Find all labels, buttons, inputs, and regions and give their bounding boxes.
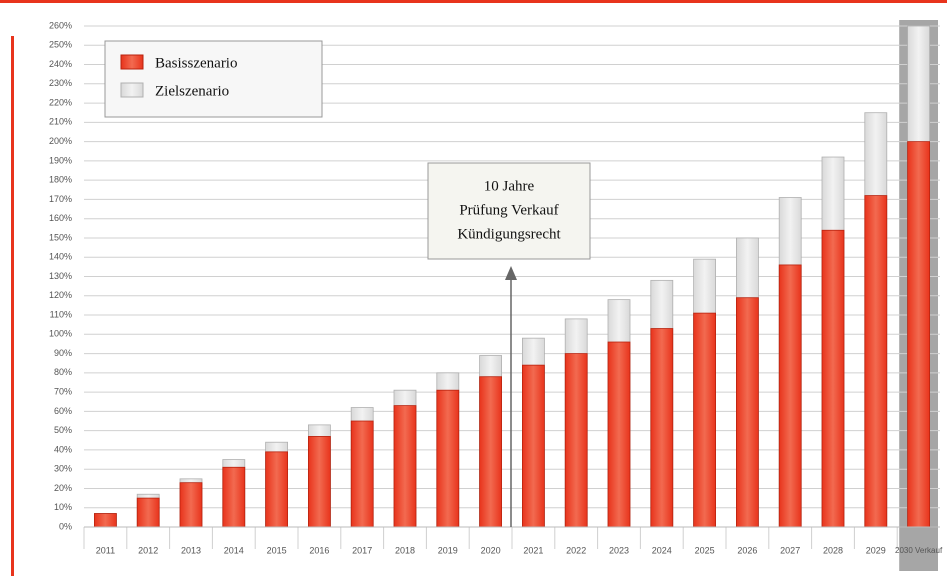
y-tick-label: 200% bbox=[49, 136, 72, 146]
bar bbox=[307, 436, 331, 528]
x-tick-label: 2011 bbox=[96, 545, 115, 555]
bar bbox=[94, 513, 117, 528]
x-tick-label: 2018 bbox=[395, 545, 415, 555]
x-tick-label: 2030 Verkauf bbox=[895, 546, 943, 555]
y-tick-label: 90% bbox=[54, 348, 72, 358]
x-tick-label: 2021 bbox=[523, 545, 543, 555]
annotation-box bbox=[427, 162, 591, 260]
legend-swatch bbox=[120, 54, 144, 70]
x-tick-label: 2013 bbox=[181, 545, 201, 555]
bar bbox=[864, 195, 888, 528]
y-tick-label: 140% bbox=[49, 252, 72, 262]
y-tick-label: 110% bbox=[50, 309, 72, 319]
x-tick-label: 2012 bbox=[138, 545, 158, 555]
x-tick-label: 2024 bbox=[652, 545, 672, 555]
x-tick-label: 2014 bbox=[224, 545, 244, 555]
legend-box bbox=[104, 40, 323, 118]
x-tick-label: 2017 bbox=[352, 545, 372, 555]
y-tick-label: 180% bbox=[49, 175, 72, 185]
legend-swatch bbox=[120, 82, 144, 98]
x-tick-label: 2020 bbox=[481, 545, 501, 555]
x-tick-label: 2019 bbox=[438, 545, 458, 555]
bar bbox=[436, 389, 460, 528]
y-tick-label: 260% bbox=[49, 20, 72, 30]
y-tick-label: 60% bbox=[54, 406, 72, 416]
y-tick-label: 20% bbox=[54, 483, 72, 493]
y-tick-label: 210% bbox=[49, 117, 72, 127]
bar bbox=[222, 466, 246, 528]
bar bbox=[821, 229, 845, 528]
y-tick-label: 120% bbox=[49, 290, 72, 300]
bar bbox=[350, 420, 374, 528]
y-tick-label: 250% bbox=[49, 40, 72, 50]
bar bbox=[607, 341, 631, 528]
bar bbox=[179, 482, 203, 528]
arrow-head bbox=[505, 266, 517, 280]
x-tick-label: 2023 bbox=[609, 545, 629, 555]
x-tick-label: 2028 bbox=[823, 545, 843, 555]
y-tick-label: 130% bbox=[49, 271, 72, 281]
annotation-text: Kündigungsrecht bbox=[457, 226, 561, 242]
legend-label: Basisszenario bbox=[155, 55, 237, 71]
x-tick-label: 2022 bbox=[566, 545, 586, 555]
bar bbox=[907, 141, 930, 528]
y-tick-label: 10% bbox=[54, 502, 72, 512]
bar bbox=[650, 328, 674, 528]
x-tick-label: 2016 bbox=[309, 545, 329, 555]
legend-label: Zielszenario bbox=[155, 83, 229, 99]
y-tick-label: 100% bbox=[49, 329, 72, 339]
bar bbox=[564, 353, 588, 528]
bar bbox=[479, 376, 503, 528]
bar bbox=[522, 364, 545, 528]
y-tick-label: 0% bbox=[59, 521, 72, 531]
x-tick-label: 2026 bbox=[737, 545, 757, 555]
x-tick-label: 2029 bbox=[866, 545, 886, 555]
y-tick-label: 150% bbox=[49, 232, 72, 242]
y-tick-label: 230% bbox=[49, 78, 72, 88]
y-tick-label: 30% bbox=[54, 464, 72, 474]
annotation-text: Prüfung Verkauf bbox=[459, 202, 558, 218]
y-tick-label: 80% bbox=[54, 367, 72, 377]
bar bbox=[736, 297, 759, 528]
bar bbox=[265, 451, 289, 528]
y-tick-label: 220% bbox=[49, 97, 72, 107]
bar bbox=[693, 312, 716, 528]
y-tick-label: 70% bbox=[54, 386, 72, 396]
x-tick-label: 2015 bbox=[267, 545, 287, 555]
bar bbox=[136, 497, 160, 528]
bar bbox=[778, 264, 802, 528]
bar bbox=[393, 405, 417, 528]
x-tick-label: 2027 bbox=[780, 545, 800, 555]
annotation-text: 10 Jahre bbox=[484, 178, 535, 194]
y-tick-label: 160% bbox=[49, 213, 72, 223]
y-tick-label: 40% bbox=[54, 444, 72, 454]
y-tick-label: 190% bbox=[49, 155, 72, 165]
top-accent bbox=[0, 0, 947, 3]
y-tick-label: 240% bbox=[49, 59, 72, 69]
left-accent bbox=[11, 36, 14, 576]
y-tick-label: 50% bbox=[54, 425, 72, 435]
x-tick-label: 2025 bbox=[695, 545, 715, 555]
y-tick-label: 170% bbox=[49, 194, 72, 204]
